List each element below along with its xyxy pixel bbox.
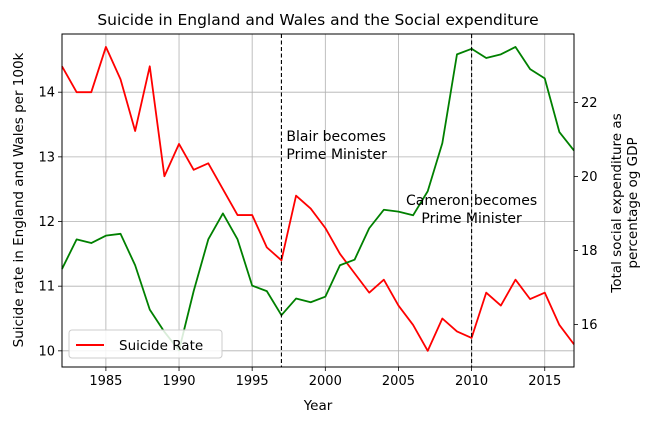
annotation-text: Blair becomes (286, 129, 385, 145)
annotation-text: Cameron becomes (406, 193, 537, 209)
series-line-series-1 (61, 46, 575, 352)
chart-title: Suicide in England and Wales and the Soc… (97, 11, 538, 29)
y-right-tick-label: 22 (581, 96, 598, 111)
y-right-axis-label: Total social expenditure as percentage o… (609, 113, 641, 293)
y-right-tick-label: 16 (581, 318, 598, 333)
x-tick-label: 2015 (528, 374, 561, 389)
x-axis-label: Year (303, 398, 333, 414)
y-left-tick-label: 10 (38, 344, 55, 359)
x-tick-label: 1985 (89, 374, 122, 389)
y-right-tick-label: 20 (581, 170, 598, 185)
legend: Suicide Rate (68, 329, 223, 359)
x-tick-label: 2010 (455, 374, 488, 389)
x-tick-label: 2000 (309, 374, 342, 389)
legend-box (68, 329, 223, 359)
series-layer (61, 46, 575, 352)
y-left-axis-label: Suicide rate in England and Wales per 10… (11, 52, 27, 347)
y-right-axis-label-line-2: percentage og GDP (625, 137, 641, 268)
event-lines (280, 34, 473, 367)
annotation-text: Prime Minister (421, 211, 522, 227)
y-left-tick-label: 13 (38, 150, 55, 165)
legend-label-suicide-rate: Suicide Rate (119, 338, 203, 354)
x-tick-label: 1995 (236, 374, 269, 389)
y-left-tick-label: 12 (38, 215, 55, 230)
y-right-axis-ticks: 16 18 20 22 (574, 96, 598, 333)
y-left-axis-ticks: 10 11 12 13 14 (38, 86, 62, 359)
y-left-tick-label: 11 (38, 280, 55, 295)
series-line-suicide-rate (61, 46, 575, 352)
y-right-tick-label: 18 (581, 244, 598, 259)
annotation-text: Prime Minister (286, 147, 387, 163)
x-axis-ticks: 1985 1990 1995 2000 2005 2010 2015 (89, 367, 561, 389)
plot-frame (61, 33, 575, 368)
x-tick-label: 1990 (162, 374, 195, 389)
y-left-tick-label: 14 (38, 86, 55, 101)
annotations: Blair becomes Prime Minister Cameron becom… (286, 129, 537, 227)
y-right-axis-label-line-1: Total social expenditure as (609, 113, 625, 293)
x-tick-label: 2005 (382, 374, 415, 389)
